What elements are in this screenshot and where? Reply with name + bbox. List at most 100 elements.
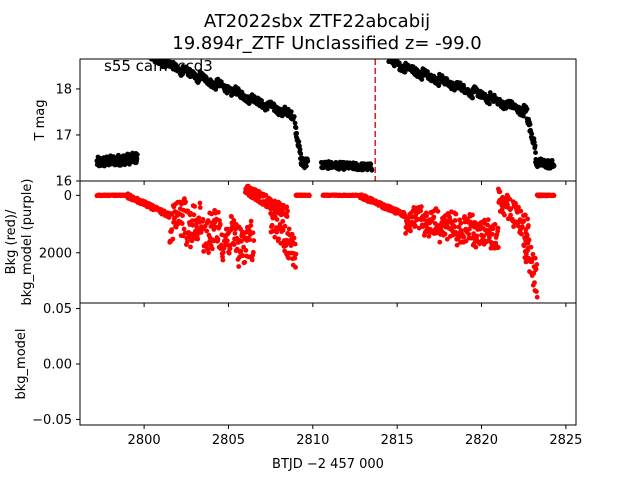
data-point — [508, 206, 514, 212]
y-tick-label: 2000 — [39, 246, 72, 261]
data-point — [291, 114, 297, 119]
data-point — [532, 143, 538, 149]
data-point — [247, 237, 253, 242]
chart-title-line1: AT2022sbx ZTF22abcabij — [204, 11, 430, 32]
data-point — [147, 49, 152, 54]
data-point — [519, 224, 525, 230]
data-point — [492, 221, 498, 227]
data-point — [183, 199, 189, 205]
bkg-model-panel: −0.05 0.00 0.05 2800 2805 2810 2815 2820 2825 BTJ… — [14, 302, 582, 472]
data-point — [481, 233, 487, 239]
y-tick-label: 0.05 — [43, 302, 72, 317]
data-point — [524, 232, 530, 238]
data-point — [522, 212, 528, 218]
data-point — [294, 130, 300, 136]
data-point — [549, 157, 555, 163]
data-point — [412, 223, 418, 229]
data-point — [419, 77, 425, 82]
data-point — [289, 231, 295, 237]
data-point — [516, 204, 521, 210]
data-point — [534, 262, 540, 267]
data-point — [288, 109, 294, 115]
data-point — [466, 231, 472, 237]
data-point — [489, 231, 495, 237]
data-point — [533, 150, 538, 156]
x-tick-label: 2800 — [128, 433, 161, 448]
data-point — [403, 230, 409, 236]
data-point — [307, 193, 312, 199]
data-point — [221, 245, 227, 251]
data-point — [431, 214, 437, 220]
data-point — [463, 238, 469, 244]
data-point — [205, 218, 211, 224]
data-point — [303, 163, 309, 169]
y-axis-label-line: bkg_model — [14, 328, 29, 399]
chart-title-line2: 19.894r_ZTF Unclassified z= -99.0 — [172, 33, 481, 54]
data-point — [508, 212, 513, 218]
data-point — [231, 242, 237, 247]
data-point — [502, 212, 507, 218]
data-point — [192, 203, 198, 209]
data-point — [518, 208, 524, 214]
data-point — [470, 95, 475, 101]
data-point — [292, 241, 298, 247]
data-point — [532, 255, 538, 261]
data-point — [226, 250, 232, 256]
y-tick-label: 0.00 — [43, 358, 72, 373]
data-point — [248, 218, 254, 224]
background-panel: 0 2000 Bkg (red)/bkg_model (purple) — [4, 179, 577, 307]
data-point — [458, 220, 464, 226]
data-point — [444, 236, 450, 242]
data-point — [527, 121, 533, 127]
data-point — [263, 192, 269, 198]
data-point — [282, 223, 288, 229]
data-point — [209, 246, 215, 252]
data-point — [201, 248, 207, 254]
lightcurve-panel: 16 17 18 T mag s55 cam4ccd3 — [33, 49, 577, 190]
data-point — [217, 221, 223, 227]
data-point — [485, 222, 490, 228]
data-point — [220, 250, 226, 255]
data-point — [170, 236, 176, 242]
x-tick-label: 2815 — [381, 433, 414, 448]
data-point — [240, 253, 246, 259]
data-point — [278, 212, 284, 218]
data-point — [148, 50, 153, 55]
data-point — [238, 238, 244, 244]
data-point — [197, 200, 203, 206]
data-point — [293, 264, 298, 270]
data-point — [436, 81, 442, 87]
data-point — [530, 251, 536, 257]
data-point — [204, 228, 210, 234]
data-point — [452, 224, 458, 230]
data-point — [437, 239, 443, 245]
data-point — [442, 231, 448, 237]
data-point — [525, 223, 531, 228]
data-point — [250, 230, 256, 236]
data-point — [150, 52, 155, 57]
data-point — [418, 204, 424, 210]
data-point — [220, 257, 226, 263]
data-point — [456, 224, 462, 230]
data-point — [507, 196, 513, 202]
data-point — [524, 106, 530, 112]
data-point — [426, 233, 432, 239]
data-point — [473, 244, 479, 250]
data-point — [274, 229, 280, 235]
data-point — [276, 236, 281, 242]
data-point — [272, 234, 278, 240]
data-point — [297, 147, 303, 152]
data-point — [189, 218, 195, 224]
data-point — [194, 224, 200, 230]
data-point — [232, 230, 238, 236]
data-point — [368, 161, 374, 167]
data-point — [296, 139, 302, 145]
data-point — [283, 243, 289, 249]
data-point — [134, 152, 140, 158]
data-point — [305, 158, 311, 164]
data-point — [284, 238, 290, 243]
data-point — [238, 248, 244, 254]
x-tick-label: 2810 — [296, 433, 329, 448]
data-point — [534, 294, 540, 300]
